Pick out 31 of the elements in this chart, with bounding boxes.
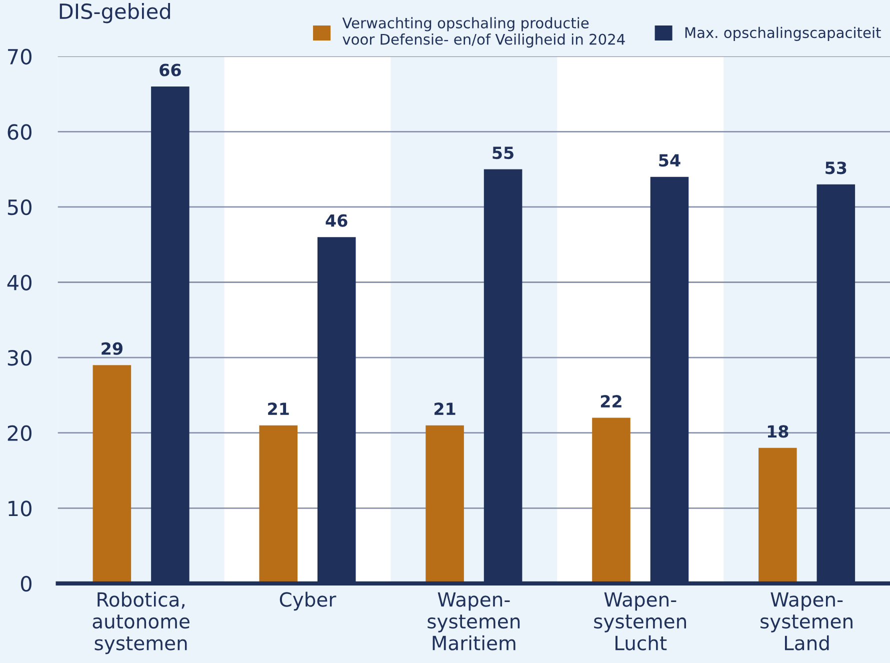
y-axis-title: DIS-gebied xyxy=(60,3,170,24)
y-tick-label: 60 xyxy=(8,124,32,140)
y-tick-label: 40 xyxy=(7,274,32,290)
bar xyxy=(758,448,797,584)
x-tick-label: Robotica, autonome systemen xyxy=(92,592,190,654)
data-label: 18 xyxy=(768,425,788,438)
y-tick-label: 20 xyxy=(8,425,32,442)
y-tick-label: 30 xyxy=(8,350,32,366)
data-label: 66 xyxy=(160,64,181,76)
data-label: 55 xyxy=(492,146,514,160)
legend-label: Verwachting opschaling productie voor Defensie- en/of Veiligheid in 2024 xyxy=(342,17,625,48)
bar xyxy=(259,425,298,584)
data-label: 54 xyxy=(659,154,680,167)
bar xyxy=(92,365,132,584)
data-label: 53 xyxy=(826,162,846,174)
x-tick-label: Wapen- systemen Land xyxy=(760,592,852,650)
bar xyxy=(426,425,464,584)
bar xyxy=(592,418,630,584)
y-tick-label: 0 xyxy=(20,576,32,592)
legend-label: Max. opschalingscapaciteit xyxy=(685,26,881,41)
data-label: 46 xyxy=(326,214,348,227)
x-tick-label: Cyber xyxy=(280,592,336,611)
data-label: 21 xyxy=(434,402,456,415)
data-label: 29 xyxy=(102,342,122,355)
data-label: 22 xyxy=(600,395,622,408)
x-tick-label: Wapen- systemen Maritiem xyxy=(428,592,520,650)
y-tick-label: 70 xyxy=(8,48,32,65)
y-tick-label: 50 xyxy=(8,199,32,216)
x-tick-label: Wapen- systemen Lucht xyxy=(594,592,686,650)
data-label: 21 xyxy=(268,402,289,415)
y-tick-label: 10 xyxy=(8,500,32,516)
